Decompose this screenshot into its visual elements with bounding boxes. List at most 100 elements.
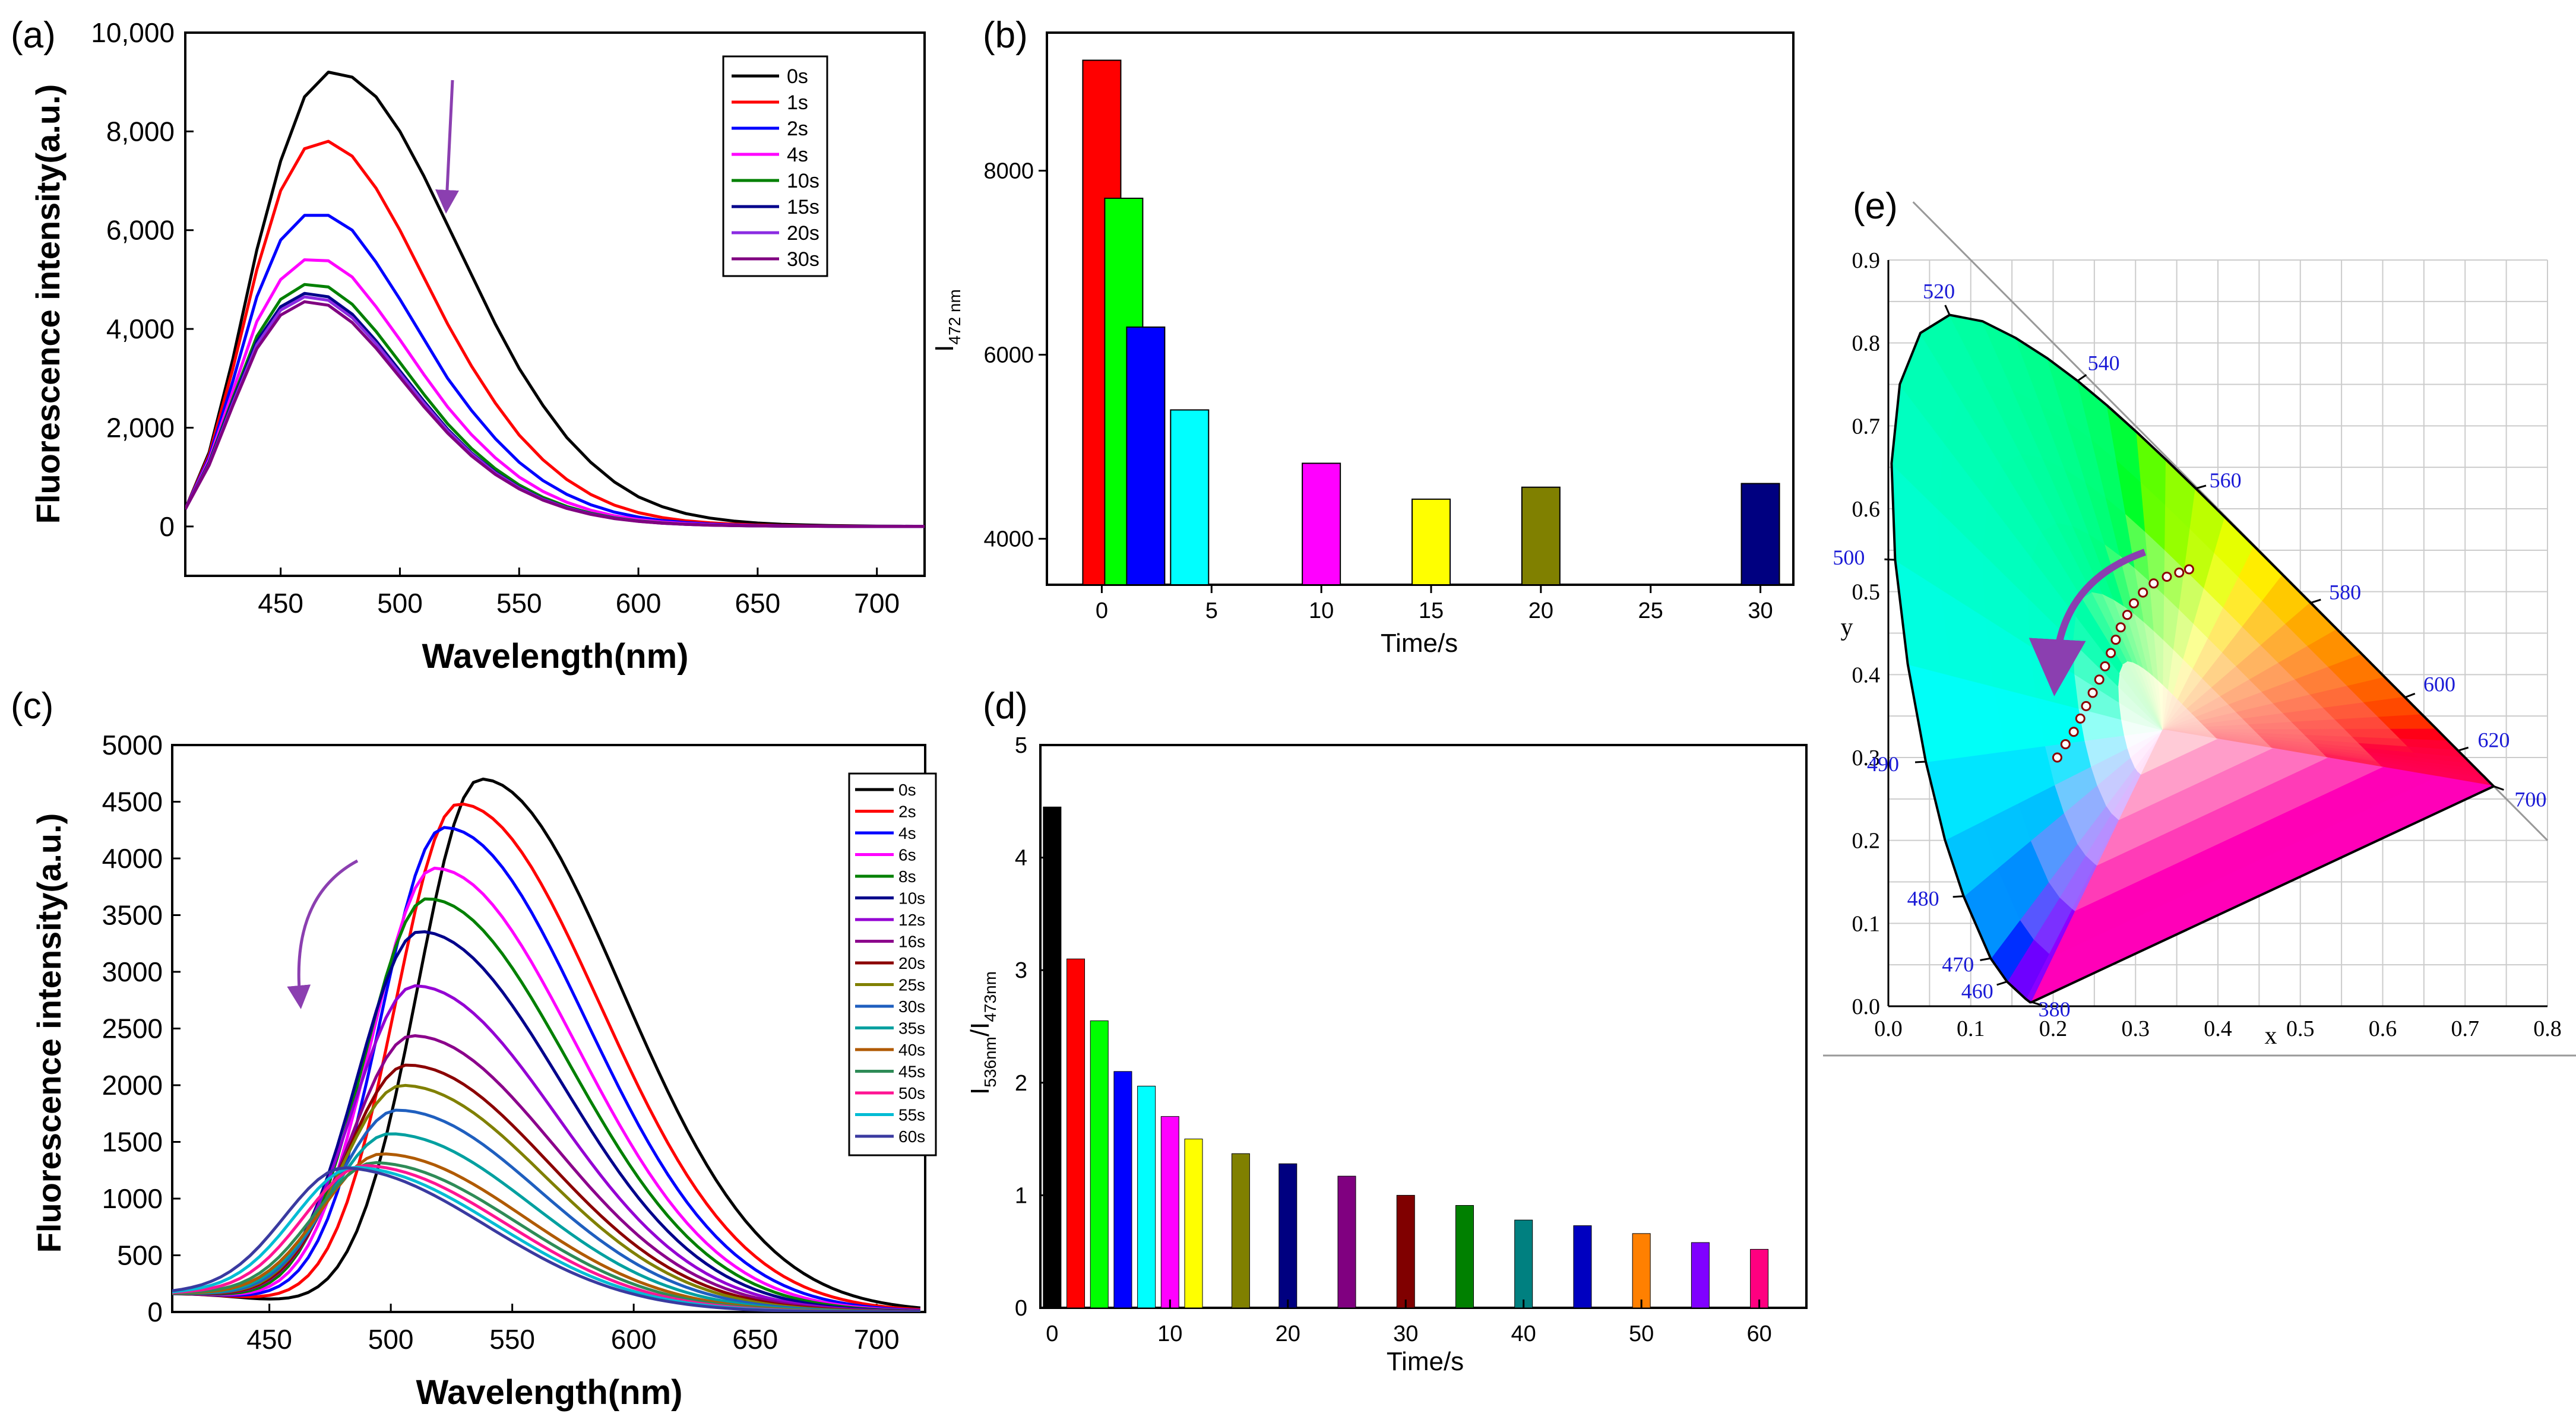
panel-e-axes: 0.0 0.1 0.2 0.3 0.4 0.5 0.6 0.7 0.8 0.0 0.1 0.2 0.3 0… bbox=[1852, 248, 2562, 1041]
series-line-60s bbox=[172, 1166, 920, 1312]
x-tick-label: 500 bbox=[368, 1324, 414, 1355]
x-tick-label: 0.4 bbox=[2204, 1016, 2232, 1041]
legend-label: 1s bbox=[787, 91, 808, 114]
cie-point bbox=[2094, 674, 2105, 685]
y-tick-label: 0.4 bbox=[1852, 663, 1881, 687]
x-tick-label: 5 bbox=[1205, 598, 1218, 623]
wavelength-label: 480 bbox=[1907, 887, 1939, 911]
panel-e-label: (e) bbox=[1853, 186, 1898, 227]
panel-a-y-ticks: 0 2,000 4,000 6,000 8,000 10,000 bbox=[91, 17, 194, 542]
y-tick-label: 3500 bbox=[102, 900, 163, 931]
bar-t10 bbox=[1160, 1116, 1179, 1308]
x-tick-label: 15 bbox=[1419, 598, 1444, 623]
series-line-10s bbox=[185, 283, 925, 528]
x-tick-label: 40 bbox=[1511, 1321, 1536, 1346]
y-tick-label: 0.7 bbox=[1852, 414, 1881, 439]
bar-t20 bbox=[1521, 486, 1561, 586]
x-tick-label: 20 bbox=[1528, 598, 1553, 623]
series-line-20s bbox=[185, 295, 925, 528]
panel-e-curved-arrow-icon bbox=[2028, 549, 2146, 696]
panel-a-xlabel: Wavelength(nm) bbox=[422, 637, 689, 676]
legend-label: 2s bbox=[787, 118, 808, 140]
y-tick-label: 3 bbox=[1015, 958, 1027, 983]
wavelength-tick bbox=[1996, 981, 2008, 986]
wavelength-tick bbox=[2310, 598, 2321, 604]
panel-b: (b) 0 5 10 15 20 25 30 4000 6000 8000 Time/s I47… bbox=[930, 15, 1795, 658]
legend-label: 8s bbox=[898, 867, 916, 886]
panel-e: (e) 0.0 0.1 0.2 0.3 0.4 0.5 0.6 0.7 0.8 0.0 0.1 0.2… bbox=[1823, 186, 2576, 1057]
x-tick-label: 25 bbox=[1638, 598, 1663, 623]
panel-d-ylabel: I536nm/I473nm bbox=[966, 971, 999, 1095]
panel-d-bars bbox=[1043, 806, 1769, 1308]
series-line-0s bbox=[172, 777, 921, 1310]
panel-c-lines bbox=[172, 777, 921, 1312]
y-tick-label: 0.6 bbox=[1852, 497, 1881, 522]
panel-d-xlabel: Time/s bbox=[1387, 1347, 1464, 1376]
bar-t20 bbox=[1278, 1163, 1298, 1308]
legend-label: 2s bbox=[898, 803, 916, 821]
legend-label: 25s bbox=[898, 976, 925, 994]
cie-point bbox=[2162, 572, 2172, 582]
y-tick-label: 0.5 bbox=[1852, 580, 1881, 605]
wavelength-tick bbox=[1980, 957, 1991, 961]
x-tick-label: 0.6 bbox=[2369, 1016, 2397, 1041]
wavelength-tick bbox=[1952, 895, 1964, 898]
panel-b-ylabel: I472 nm bbox=[930, 289, 964, 352]
x-tick-label: 0 bbox=[1046, 1321, 1058, 1346]
x-tick-label: 0.1 bbox=[1957, 1016, 1985, 1041]
y-tick-label: 4 bbox=[1015, 846, 1027, 871]
x-tick-label: 450 bbox=[246, 1324, 292, 1355]
legend-label: 4s bbox=[787, 144, 808, 166]
panel-a-legend: 0s 1s 2s 4s 10s 15s 20s 30s bbox=[722, 55, 828, 277]
y-tick-label: 0.2 bbox=[1852, 829, 1881, 854]
y-tick-label: 6000 bbox=[983, 343, 1034, 368]
x-tick-label: 700 bbox=[854, 1324, 900, 1355]
panel-e-wavelength-labels: 380 460 470 480 490 500 520 540 560 580 600 620 700 bbox=[1833, 279, 2546, 1021]
legend-label: 20s bbox=[787, 222, 819, 245]
x-tick-label: 0.3 bbox=[2122, 1016, 2150, 1041]
y-tick-label: 2000 bbox=[102, 1070, 163, 1101]
legend-label: 10s bbox=[898, 889, 925, 908]
cie-point bbox=[2106, 648, 2116, 658]
legend-label: 55s bbox=[898, 1106, 925, 1124]
panel-c-ylabel: Fluorescence intensity(a.u.) bbox=[30, 813, 68, 1253]
series-line-2s bbox=[172, 803, 920, 1311]
x-tick-label: 0.8 bbox=[2533, 1016, 2562, 1041]
bar-t6 bbox=[1113, 1071, 1132, 1308]
wavelength-tick bbox=[2458, 746, 2469, 752]
y-tick-label: 4000 bbox=[983, 527, 1034, 552]
cie-point bbox=[2087, 687, 2098, 698]
wavelength-label: 580 bbox=[2329, 580, 2361, 604]
x-tick-label: 550 bbox=[496, 588, 542, 619]
legend-label: 50s bbox=[898, 1084, 925, 1102]
x-tick-label: 50 bbox=[1629, 1321, 1654, 1346]
panel-d-label: (d) bbox=[983, 686, 1028, 727]
panel-b-xlabel: Time/s bbox=[1381, 629, 1458, 658]
y-tick-label: 500 bbox=[117, 1240, 163, 1271]
panel-a-down-arrow-icon bbox=[435, 80, 459, 214]
y-tick-label: 4500 bbox=[102, 787, 163, 817]
x-tick-label: 0.5 bbox=[2286, 1016, 2315, 1041]
panel-a-ylabel: Fluorescence intensity(a.u.) bbox=[29, 84, 67, 524]
x-tick-label: 0 bbox=[1096, 598, 1108, 623]
x-tick-label: 20 bbox=[1276, 1321, 1300, 1346]
y-tick-label: 3000 bbox=[102, 956, 163, 987]
cie-point bbox=[2110, 635, 2121, 645]
panel-d-y-ticks: 0 1 2 3 4 5 bbox=[1015, 733, 1049, 1321]
series-line-4s bbox=[172, 826, 920, 1312]
wavelength-label: 700 bbox=[2514, 787, 2546, 811]
panel-c-xlabel: Wavelength(nm) bbox=[416, 1373, 683, 1412]
x-tick-label: 0.2 bbox=[2039, 1016, 2068, 1041]
panel-c-label: (c) bbox=[11, 686, 53, 727]
y-tick-label: 4,000 bbox=[106, 313, 175, 344]
y-tick-label: 6,000 bbox=[106, 215, 175, 246]
legend-label: 0s bbox=[898, 781, 916, 799]
cie-point bbox=[2075, 713, 2086, 724]
x-tick-label: 30 bbox=[1393, 1321, 1418, 1346]
panel-a-frame bbox=[184, 31, 926, 577]
legend-label: 60s bbox=[898, 1127, 925, 1146]
bar-t45 bbox=[1573, 1225, 1592, 1308]
wavelength-tick bbox=[1944, 305, 1951, 316]
wavelength-tick bbox=[2493, 785, 2504, 791]
panel-a-x-ticks: 450 500 550 600 650 700 bbox=[258, 568, 900, 619]
